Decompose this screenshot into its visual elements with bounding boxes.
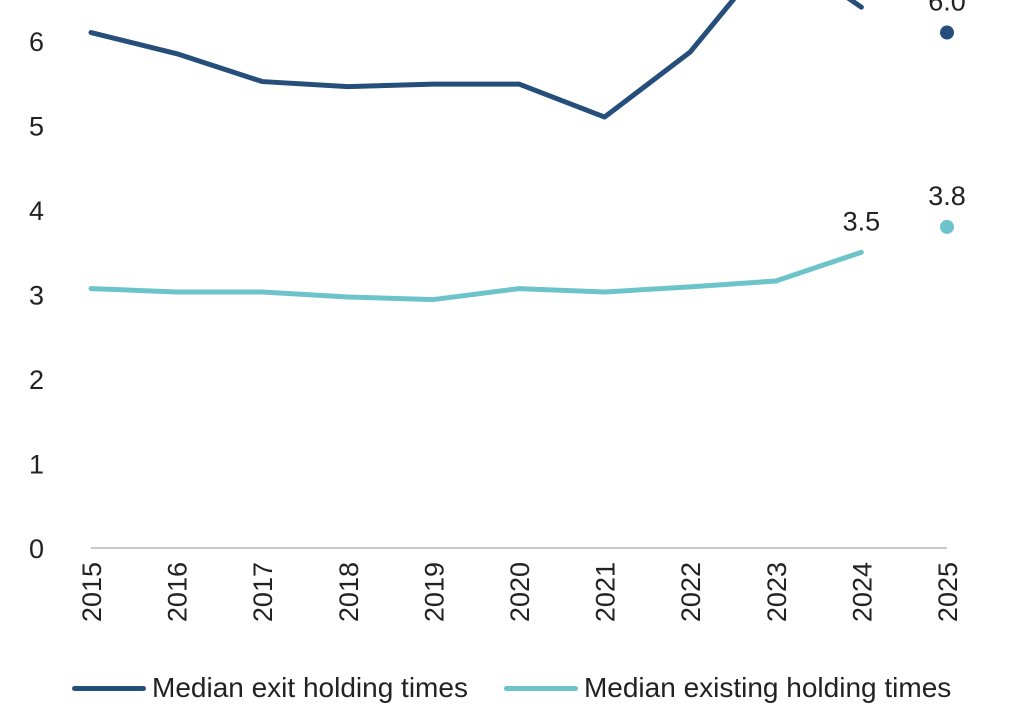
x-tick-label-2022: 2022 bbox=[676, 562, 706, 622]
y-tick-label-1: 1 bbox=[29, 450, 44, 480]
y-tick-label-0: 0 bbox=[29, 534, 44, 564]
x-tick-label-2018: 2018 bbox=[334, 562, 364, 622]
data-label-1-2025: 3.8 bbox=[928, 181, 966, 211]
legend: Median exit holding times Median existin… bbox=[72, 670, 987, 706]
y-tick-label-5: 5 bbox=[29, 112, 44, 142]
legend-swatch-exit bbox=[72, 685, 146, 691]
x-tick-label-2017: 2017 bbox=[248, 562, 278, 622]
series-line-0 bbox=[88, 0, 864, 120]
y-tick-label-6: 6 bbox=[29, 27, 44, 57]
series-line-1 bbox=[88, 249, 864, 303]
y-tick-label-4: 4 bbox=[29, 196, 44, 226]
legend-label-exit: Median exit holding times bbox=[152, 672, 468, 703]
x-tick-label-2023: 2023 bbox=[762, 562, 792, 622]
x-tick-label-2021: 2021 bbox=[591, 562, 621, 622]
data-label-1-2024: 3.5 bbox=[843, 206, 881, 236]
legend-item-existing: Median existing holding times bbox=[503, 672, 952, 704]
series-point-0-2025 bbox=[940, 25, 954, 40]
x-tick-label-2016: 2016 bbox=[163, 562, 193, 622]
x-tick-label-2024: 2024 bbox=[847, 562, 877, 622]
x-tick-label-2020: 2020 bbox=[505, 562, 535, 622]
y-tick-label-3: 3 bbox=[29, 281, 44, 311]
y-tick-label-2: 2 bbox=[29, 365, 44, 395]
legend-swatch-existing bbox=[503, 685, 578, 691]
legend-item-exit: Median exit holding times bbox=[72, 672, 468, 704]
x-tick-label-2015: 2015 bbox=[77, 562, 107, 622]
x-tick-label-2025: 2025 bbox=[933, 562, 963, 622]
legend-label-existing: Median existing holding times bbox=[583, 672, 952, 703]
x-tick-label-2019: 2019 bbox=[419, 562, 449, 622]
data-label-0-2025: 6.0 bbox=[928, 0, 966, 17]
series-point-1-2025 bbox=[940, 219, 954, 234]
